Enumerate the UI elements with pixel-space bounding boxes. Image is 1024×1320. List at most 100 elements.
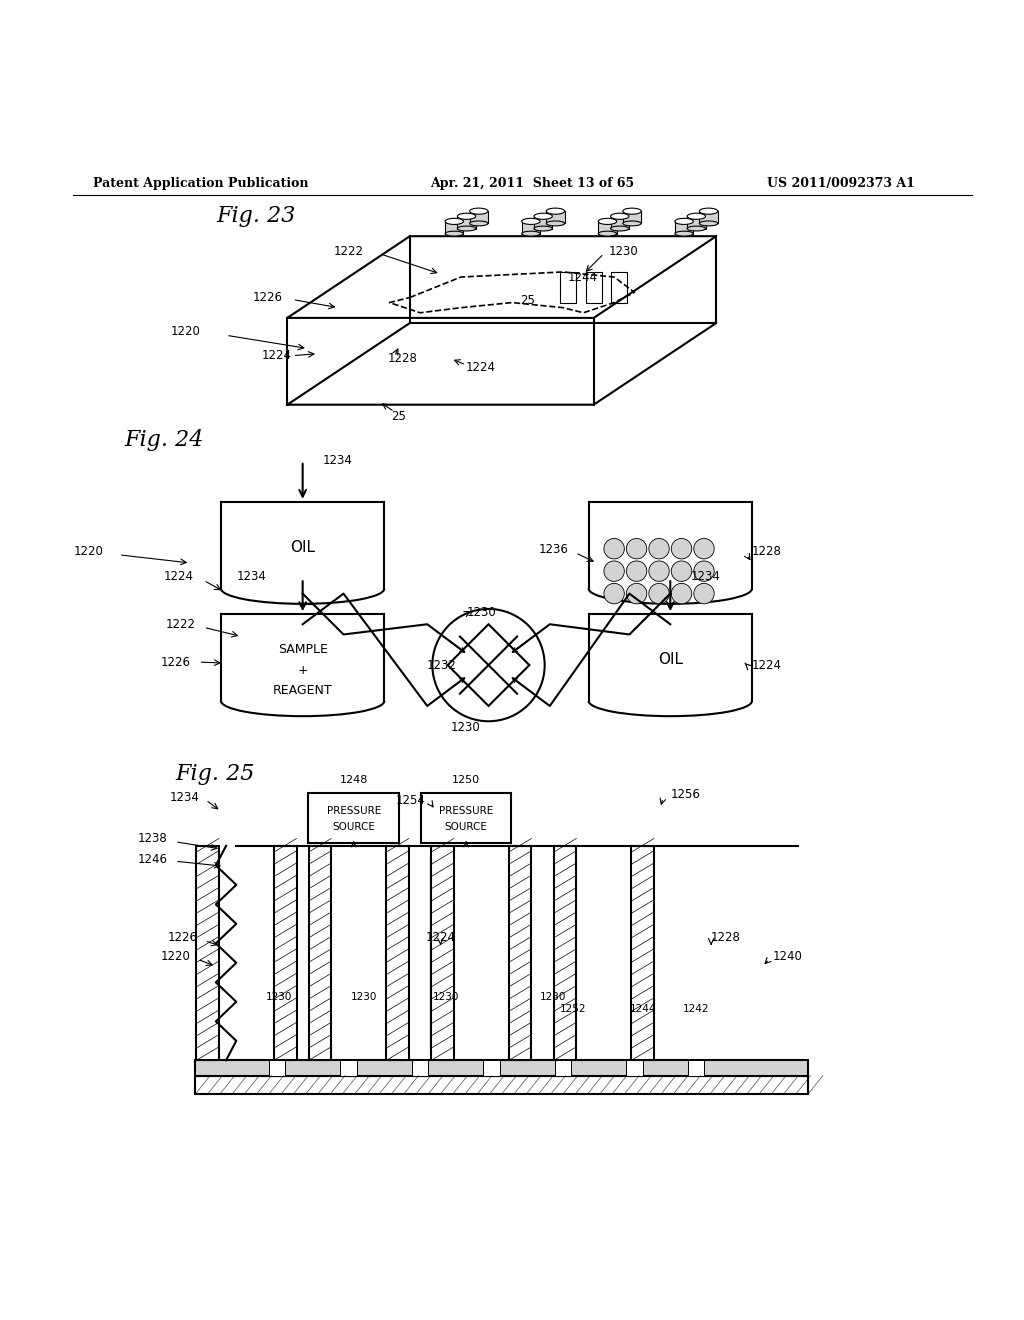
Text: 1224: 1224 xyxy=(262,350,292,362)
Text: 1230: 1230 xyxy=(351,993,377,1002)
Ellipse shape xyxy=(521,231,540,236)
Text: 1230: 1230 xyxy=(432,993,459,1002)
Bar xyxy=(688,1060,703,1076)
Text: 1228: 1228 xyxy=(711,932,741,944)
Bar xyxy=(586,272,602,302)
Text: 1226: 1226 xyxy=(161,656,190,668)
Circle shape xyxy=(672,583,692,603)
FancyBboxPatch shape xyxy=(675,222,693,234)
Ellipse shape xyxy=(458,214,476,219)
Text: 1220: 1220 xyxy=(74,545,103,558)
Ellipse shape xyxy=(610,214,629,219)
Text: 1256: 1256 xyxy=(671,788,700,801)
FancyBboxPatch shape xyxy=(445,222,464,234)
Bar xyxy=(412,1060,428,1076)
Text: 1242: 1242 xyxy=(683,1005,709,1014)
Bar xyxy=(509,846,531,1060)
Circle shape xyxy=(604,539,625,558)
Bar xyxy=(611,272,628,302)
Polygon shape xyxy=(447,624,529,706)
Bar xyxy=(309,846,331,1060)
Text: Fig. 25: Fig. 25 xyxy=(175,763,254,785)
Text: 1244: 1244 xyxy=(568,271,598,284)
FancyBboxPatch shape xyxy=(221,502,384,589)
Ellipse shape xyxy=(610,226,629,231)
Text: SAMPLE: SAMPLE xyxy=(278,643,328,656)
Ellipse shape xyxy=(687,214,706,219)
Text: 1244: 1244 xyxy=(630,1005,656,1014)
FancyBboxPatch shape xyxy=(534,216,552,228)
Bar xyxy=(431,846,454,1060)
FancyBboxPatch shape xyxy=(589,614,752,701)
Text: SOURCE: SOURCE xyxy=(444,822,487,832)
Text: US 2011/0092373 A1: US 2011/0092373 A1 xyxy=(767,177,915,190)
Bar xyxy=(632,846,654,1060)
Circle shape xyxy=(694,583,714,603)
Bar xyxy=(483,1060,500,1076)
FancyBboxPatch shape xyxy=(598,222,616,234)
Bar xyxy=(554,846,577,1060)
Text: 1230: 1230 xyxy=(609,246,639,257)
Text: Apr. 21, 2011  Sheet 13 of 65: Apr. 21, 2011 Sheet 13 of 65 xyxy=(430,177,635,190)
Circle shape xyxy=(627,539,647,558)
Ellipse shape xyxy=(445,218,464,224)
Text: 1230: 1230 xyxy=(452,721,481,734)
Text: 1236: 1236 xyxy=(539,544,568,556)
Text: 1252: 1252 xyxy=(560,1005,587,1014)
Ellipse shape xyxy=(687,226,706,231)
Bar xyxy=(269,1060,286,1076)
Text: REAGENT: REAGENT xyxy=(272,684,333,697)
FancyBboxPatch shape xyxy=(458,216,476,228)
Ellipse shape xyxy=(534,214,552,219)
Text: Patent Application Publication: Patent Application Publication xyxy=(93,177,309,190)
Ellipse shape xyxy=(470,220,488,226)
Ellipse shape xyxy=(445,231,464,236)
Text: 1230: 1230 xyxy=(467,606,497,619)
Ellipse shape xyxy=(699,220,718,226)
Ellipse shape xyxy=(699,209,718,214)
Text: 1254: 1254 xyxy=(395,795,425,808)
FancyBboxPatch shape xyxy=(470,211,488,223)
Bar xyxy=(340,1060,356,1076)
Text: 1224: 1224 xyxy=(466,362,496,375)
Circle shape xyxy=(649,583,670,603)
Circle shape xyxy=(672,539,692,558)
Text: 1222: 1222 xyxy=(334,246,364,257)
Circle shape xyxy=(627,561,647,581)
Circle shape xyxy=(604,561,625,581)
Text: OIL: OIL xyxy=(290,540,315,556)
Text: +: + xyxy=(297,664,308,677)
Circle shape xyxy=(649,539,670,558)
Ellipse shape xyxy=(470,209,488,214)
Text: PRESSURE: PRESSURE xyxy=(439,807,494,816)
Bar xyxy=(627,1060,643,1076)
Text: 1228: 1228 xyxy=(752,545,782,558)
Text: SOURCE: SOURCE xyxy=(332,822,375,832)
Bar xyxy=(560,272,577,302)
Text: 1230: 1230 xyxy=(266,993,292,1002)
Text: 1234: 1234 xyxy=(170,792,200,804)
Ellipse shape xyxy=(623,220,641,226)
Bar xyxy=(555,1060,571,1076)
Ellipse shape xyxy=(598,231,616,236)
Bar xyxy=(197,846,219,1060)
Text: 1222: 1222 xyxy=(166,618,196,631)
Text: 1248: 1248 xyxy=(340,775,368,784)
FancyBboxPatch shape xyxy=(546,211,564,223)
Text: 1250: 1250 xyxy=(452,775,480,784)
Circle shape xyxy=(604,583,625,603)
Text: 1224: 1224 xyxy=(164,570,194,582)
Text: 1220: 1220 xyxy=(171,325,201,338)
Circle shape xyxy=(649,561,670,581)
Text: 1220: 1220 xyxy=(161,949,190,962)
Text: Fig. 23: Fig. 23 xyxy=(216,205,295,227)
Circle shape xyxy=(694,539,714,558)
Text: 1224: 1224 xyxy=(426,932,456,944)
Text: 1224: 1224 xyxy=(752,659,782,672)
Bar xyxy=(196,1060,808,1076)
Text: OIL: OIL xyxy=(657,652,683,668)
Circle shape xyxy=(432,609,545,721)
Circle shape xyxy=(627,583,647,603)
Text: 1246: 1246 xyxy=(138,853,168,866)
Circle shape xyxy=(672,561,692,581)
